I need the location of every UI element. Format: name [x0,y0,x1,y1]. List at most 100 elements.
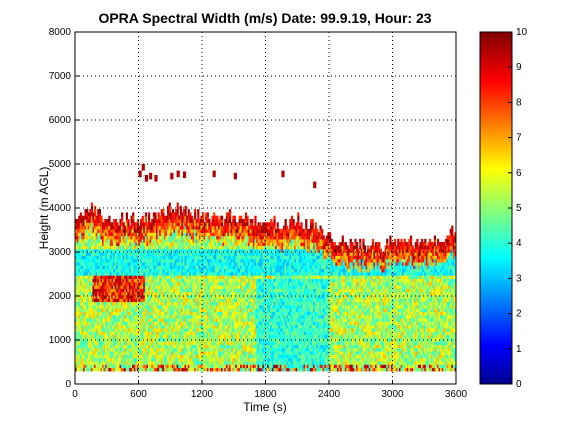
heatmap-cell [146,298,149,303]
heatmap-cell [211,331,214,336]
heatmap-cell [200,215,203,220]
heatmap-cell [75,219,78,223]
heatmap-cell [149,360,152,365]
heatmap-cell [127,245,130,250]
heatmap-cell [144,225,148,230]
heatmap-cell [130,285,133,289]
heatmap-cell [143,261,146,266]
heatmap-cell [95,324,98,329]
heatmap-cell [167,205,170,210]
heatmap-cell [194,248,197,253]
heatmap-cell [184,344,187,349]
heatmap-cell [167,209,170,213]
heatmap-cell [192,364,195,369]
heatmap-cell [84,337,87,342]
heatmap-cell [109,271,113,276]
heatmap-cell [182,281,186,286]
heatmap-cell [178,294,181,299]
heatmap-cell [187,324,190,329]
heatmap-cell [117,311,121,316]
heatmap-cell [127,327,130,332]
heatmap-cell [75,347,78,352]
heatmap-cell [86,232,89,237]
heatmap-cell [78,298,81,303]
heatmap-cell [97,318,100,322]
heatmap-cell [211,314,214,319]
heatmap-cell [87,304,90,309]
heatmap-cell [152,248,155,253]
heatmap-cell [179,337,182,342]
heatmap-cell [182,301,186,306]
heatmap-cell [152,324,155,329]
heatmap-cell [119,252,122,256]
heatmap-cell [190,271,194,276]
heatmap-cell [117,337,121,342]
heatmap-cell [149,228,152,233]
heatmap-cell [98,318,101,322]
heatmap-cell [181,341,184,345]
heatmap-cell [116,337,119,342]
heatmap-cell [84,252,87,256]
heatmap-cell [124,344,127,349]
heatmap-cell [184,334,187,339]
heatmap-cell [163,331,167,336]
heatmap-cell [181,294,184,299]
heatmap-cell [140,222,143,227]
heatmap-cell [171,285,175,289]
heatmap-cell [184,327,187,332]
heatmap-cell [124,351,127,355]
heatmap-cell [87,271,90,276]
heatmap-cell [182,298,186,303]
heatmap-cell [173,344,176,349]
heatmap-cell [189,318,192,322]
heatmap-cell [84,268,87,273]
heatmap-cell [138,271,141,276]
heatmap-cell [189,248,192,253]
heatmap-cell [87,235,90,240]
heatmap-cell [108,344,111,349]
heatmap-cell [94,357,97,362]
heatmap-cell [160,334,163,339]
heatmap-cell [221,321,224,326]
heatmap-cell [119,341,122,345]
heatmap-cell [190,275,194,279]
heatmap-cell [209,341,213,345]
heatmap-cell [170,222,173,227]
heatmap-cell [217,301,221,306]
heatmap-cell [105,314,108,319]
heatmap-cell [168,202,171,207]
heatmap-cell [203,351,206,355]
heatmap-cell [87,337,90,342]
heatmap-cell [78,225,81,230]
heatmap-cell [146,324,149,329]
heatmap-cell [219,321,222,326]
heatmap-cell [151,364,154,369]
heatmap-cell [92,314,95,319]
heatmap-cell [178,222,181,227]
heatmap-cell [167,219,170,223]
heatmap-cell [186,232,189,237]
heatmap-cell [143,242,146,246]
heatmap-cell [195,351,198,355]
heatmap-cell [213,298,216,303]
heatmap-cell [198,327,202,332]
heatmap-cell [225,334,228,339]
heatmap-cell [184,252,187,256]
heatmap-cell [203,255,206,260]
heatmap-cell [119,311,122,316]
heatmap-cell [113,334,116,339]
heatmap-cell [175,209,178,213]
heatmap-cell [151,367,154,372]
heatmap-cell [216,288,219,293]
heatmap-cell [124,252,127,256]
heatmap-cell [182,354,186,359]
heatmap-cell [127,357,130,362]
heatmap-cell [208,334,211,339]
heatmap-cell [203,354,206,359]
heatmap-cell [119,304,122,309]
heatmap-cell [194,327,197,332]
heatmap-cell [159,261,162,266]
heatmap-cell [176,232,179,237]
heatmap-cell [89,301,92,306]
heatmap-cell [203,242,206,246]
